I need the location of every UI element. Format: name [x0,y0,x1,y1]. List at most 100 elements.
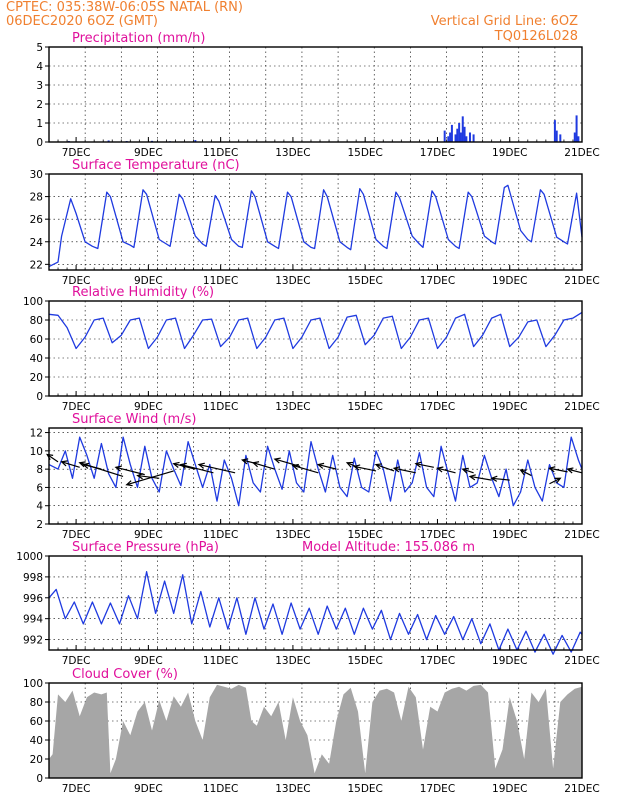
temperature-ytick-label: 26 [30,214,44,226]
temperature-xtick-label: 15DEC [347,275,382,287]
humidity-xtick-label: 11DEC [203,401,238,413]
pressure-ytick-label: 994 [23,614,43,626]
wind-vector-head [273,457,281,464]
wind-vector-head [114,465,122,472]
humidity-ytick-label: 60 [30,334,43,346]
precipitation-ytick-label: 4 [36,61,43,73]
precipitation-bar [468,132,471,142]
wind-title: Surface Wind (m/s) [72,412,196,427]
precipitation-title: Precipitation (mm/h) [72,31,205,46]
cloud-cover-ytick-label: 40 [30,735,43,747]
wind-vector-head [81,462,90,469]
wind-vector-head [291,463,299,470]
precipitation-xtick-label: 15DEC [347,147,382,159]
humidity-frame [48,300,583,397]
precipitation-ytick-label: 2 [36,99,43,111]
wind-xtick-label: 9DEC [134,529,163,541]
wind-vector [462,468,474,474]
cloud-cover-ytick-label: 60 [30,716,43,728]
wind-xtick-label: 21DEC [564,529,599,541]
wind-vector-head [490,475,498,482]
temperature-xtick-label: 13DEC [275,275,310,287]
wind-vector-head [345,461,354,468]
wind-vector [437,467,456,474]
wind-vector [318,463,337,470]
wind-vector-head [468,474,476,481]
wind-xtick-label: 19DEC [492,529,527,541]
wind-vector-head [136,473,144,480]
precipitation-bar [107,140,110,142]
pressure-xtick-label: 15DEC [347,655,382,667]
wind-vector [567,468,583,474]
precipitation-bar [573,132,576,142]
cloud-cover-xtick-label: 9DEC [134,783,163,795]
wind-xtick-label: 15DEC [347,529,382,541]
precipitation-bar [443,130,446,142]
cloud-cover-xtick-label: 7DEC [62,783,91,795]
wind-vector-head [316,462,325,469]
pressure-xtick-label: 7DEC [62,655,91,667]
humidity-title: Relative Humidity (%) [72,285,214,300]
humidity-xtick-label: 17DEC [420,401,455,413]
temperature-xtick-label: 19DEC [492,275,527,287]
pressure-annotation: Model Altitude: 155.086 m [302,540,475,555]
wind-vector [292,464,319,474]
wind-vector-head [414,461,422,468]
wind-vector-head [240,458,249,465]
pressure-ytick-label: 996 [23,593,43,605]
wind-ytick-label: 2 [36,519,43,531]
precipitation-bar [456,128,459,142]
wind-xtick-label: 11DEC [203,529,238,541]
wind-vector-head [251,461,260,468]
temperature-xtick-label: 21DEC [564,275,599,287]
pressure-xtick-label: 11DEC [203,655,238,667]
temperature-xtick-label: 9DEC [134,275,163,287]
temperature-xtick-label: 11DEC [203,275,238,287]
humidity-xtick-label: 9DEC [134,401,163,413]
wind-vector [354,465,377,472]
precipitation-xtick-label: 9DEC [134,147,163,159]
precipitation-ytick-label: 5 [36,42,43,54]
header-grid-line: Vertical Grid Line: 6OZ [431,14,578,29]
humidity-ytick-label: 100 [23,296,43,308]
precipitation-bar [575,115,578,142]
cloud-cover-xtick-label: 19DEC [492,783,527,795]
pressure-series-line [48,571,583,655]
wind-vector-head [461,467,469,474]
temperature-frame [48,173,583,271]
temperature-series-line [48,184,583,268]
precipitation-bar [459,132,462,142]
cloud-cover-ytick-label: 80 [30,697,43,709]
wind-xtick-label: 13DEC [275,529,310,541]
precipitation-xtick-label: 19DEC [492,147,527,159]
header-model-code: TQ0126L028 [494,29,578,44]
humidity-xtick-label: 7DEC [62,401,91,413]
wind-vector [491,477,510,481]
precipitation-bar [449,132,452,142]
wind-vector [173,463,196,470]
precipitation-xtick-label: 7DEC [62,147,91,159]
wind-vector [415,463,434,468]
temperature-ytick-label: 28 [30,192,43,204]
precipitation-bar [472,134,475,142]
precipitation-bar [577,136,580,142]
humidity-series-line [48,311,583,350]
wind-xtick-label: 7DEC [62,529,91,541]
precipitation-bar [553,120,556,142]
wind-vector-head [554,477,562,484]
pressure-frame [48,555,583,651]
wind-ytick-label: 4 [36,501,43,513]
wind-vector-head [125,480,133,487]
wind-vector-head [197,462,205,469]
humidity-xtick-label: 21DEC [564,401,599,413]
wind-vector-head [392,466,401,473]
wind-vector-head [436,466,444,473]
header-date: 06DEC2020 6OZ (GMT) [6,14,158,29]
wind-vector [393,467,416,474]
wind-vector-head [566,467,574,474]
precipitation-bar [447,136,450,142]
humidity-xtick-label: 19DEC [492,401,527,413]
wind-vector-head [179,462,187,469]
header-station: CPTEC: 035:38W-06:05S NATAL (RN) [6,0,243,15]
humidity-ytick-label: 20 [30,372,43,384]
